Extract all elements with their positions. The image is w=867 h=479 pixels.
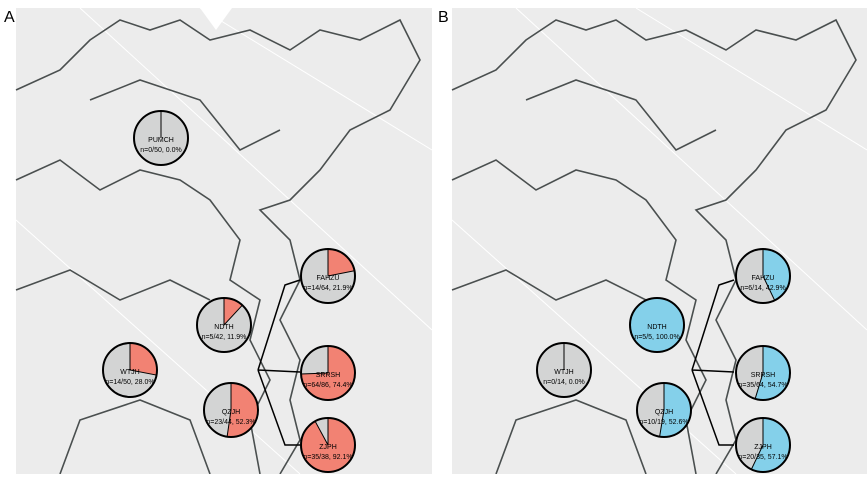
site-name: ZJPH — [754, 444, 772, 451]
pie-outline — [300, 417, 356, 473]
site-label: n=23/44, 52.3% — [206, 419, 255, 426]
site-name: SRRSH — [316, 372, 341, 379]
site-label: n=14/50, 28.0% — [105, 379, 154, 386]
site-name: ZJPH — [319, 444, 337, 451]
pie-outline — [735, 417, 791, 473]
site-label: n=35/38, 92.1% — [303, 454, 352, 461]
site-label: n=20/35, 57.1% — [738, 454, 787, 461]
site-name: FAHZU — [752, 275, 775, 282]
pie-outline — [629, 297, 685, 353]
pie-outline — [300, 248, 356, 304]
site-label: n=64/86, 74.4% — [303, 382, 352, 389]
site-label: n=10/19, 52.6% — [639, 419, 688, 426]
site-label: n=5/42, 11.9% — [202, 334, 247, 341]
site-pie: FAHZU n=6/14, 42.9% — [735, 248, 791, 304]
pie-outline — [203, 382, 259, 438]
site-label: n=6/14, 42.9% — [740, 285, 785, 292]
pie-outline — [536, 342, 592, 398]
site-pie: ZJPH n=35/38, 92.1% — [300, 417, 356, 473]
site-name: NDTH — [214, 324, 233, 331]
site-name: QZJH — [222, 409, 240, 416]
site-name: PUMCH — [148, 137, 174, 144]
pie-outline — [735, 248, 791, 304]
site-label: n=0/50, 0.0% — [140, 147, 181, 154]
site-label: n=0/14, 0.0% — [543, 379, 584, 386]
site-name: SRRSH — [751, 372, 776, 379]
site-label: n=14/64, 21.9% — [303, 285, 352, 292]
site-name: WTJH — [120, 369, 139, 376]
site-pie: NDTH n=5/42, 11.9% — [196, 297, 252, 353]
site-name: WTJH — [554, 369, 573, 376]
site-label: n=5/5, 100.0% — [634, 334, 679, 341]
connectors — [257, 279, 735, 446]
site-pie: FAHZU n=14/64, 21.9% — [300, 248, 356, 304]
pie-outline — [196, 297, 252, 353]
site-pie: NDTH n=5/5, 100.0% — [629, 297, 685, 353]
site-pie: SRRSH n=64/86, 74.4% — [300, 345, 356, 401]
pie-outline — [735, 345, 791, 401]
site-name: FAHZU — [317, 275, 340, 282]
pie-outline — [102, 342, 158, 398]
site-name: NDTH — [647, 324, 666, 331]
site-name: QZJH — [655, 409, 673, 416]
site-pie: WTJH n=0/14, 0.0% — [536, 342, 592, 398]
site-pie: WTJH n=14/50, 28.0% — [102, 342, 158, 398]
site-pie: QZJH n=23/44, 52.3% — [203, 382, 259, 438]
panel-label: A — [4, 9, 15, 26]
site-pie: QZJH n=10/19, 52.6% — [636, 382, 692, 438]
pie-outline — [636, 382, 692, 438]
site-pie: PUMCH n=0/50, 0.0% — [133, 110, 189, 166]
panel-label: B — [438, 9, 449, 26]
site-pie: SRRSH n=35/64, 54.7% — [735, 345, 791, 401]
site-label: n=35/64, 54.7% — [738, 382, 787, 389]
pie-outline — [133, 110, 189, 166]
pie-outline — [300, 345, 356, 401]
site-pie: ZJPH n=20/35, 57.1% — [735, 417, 791, 473]
